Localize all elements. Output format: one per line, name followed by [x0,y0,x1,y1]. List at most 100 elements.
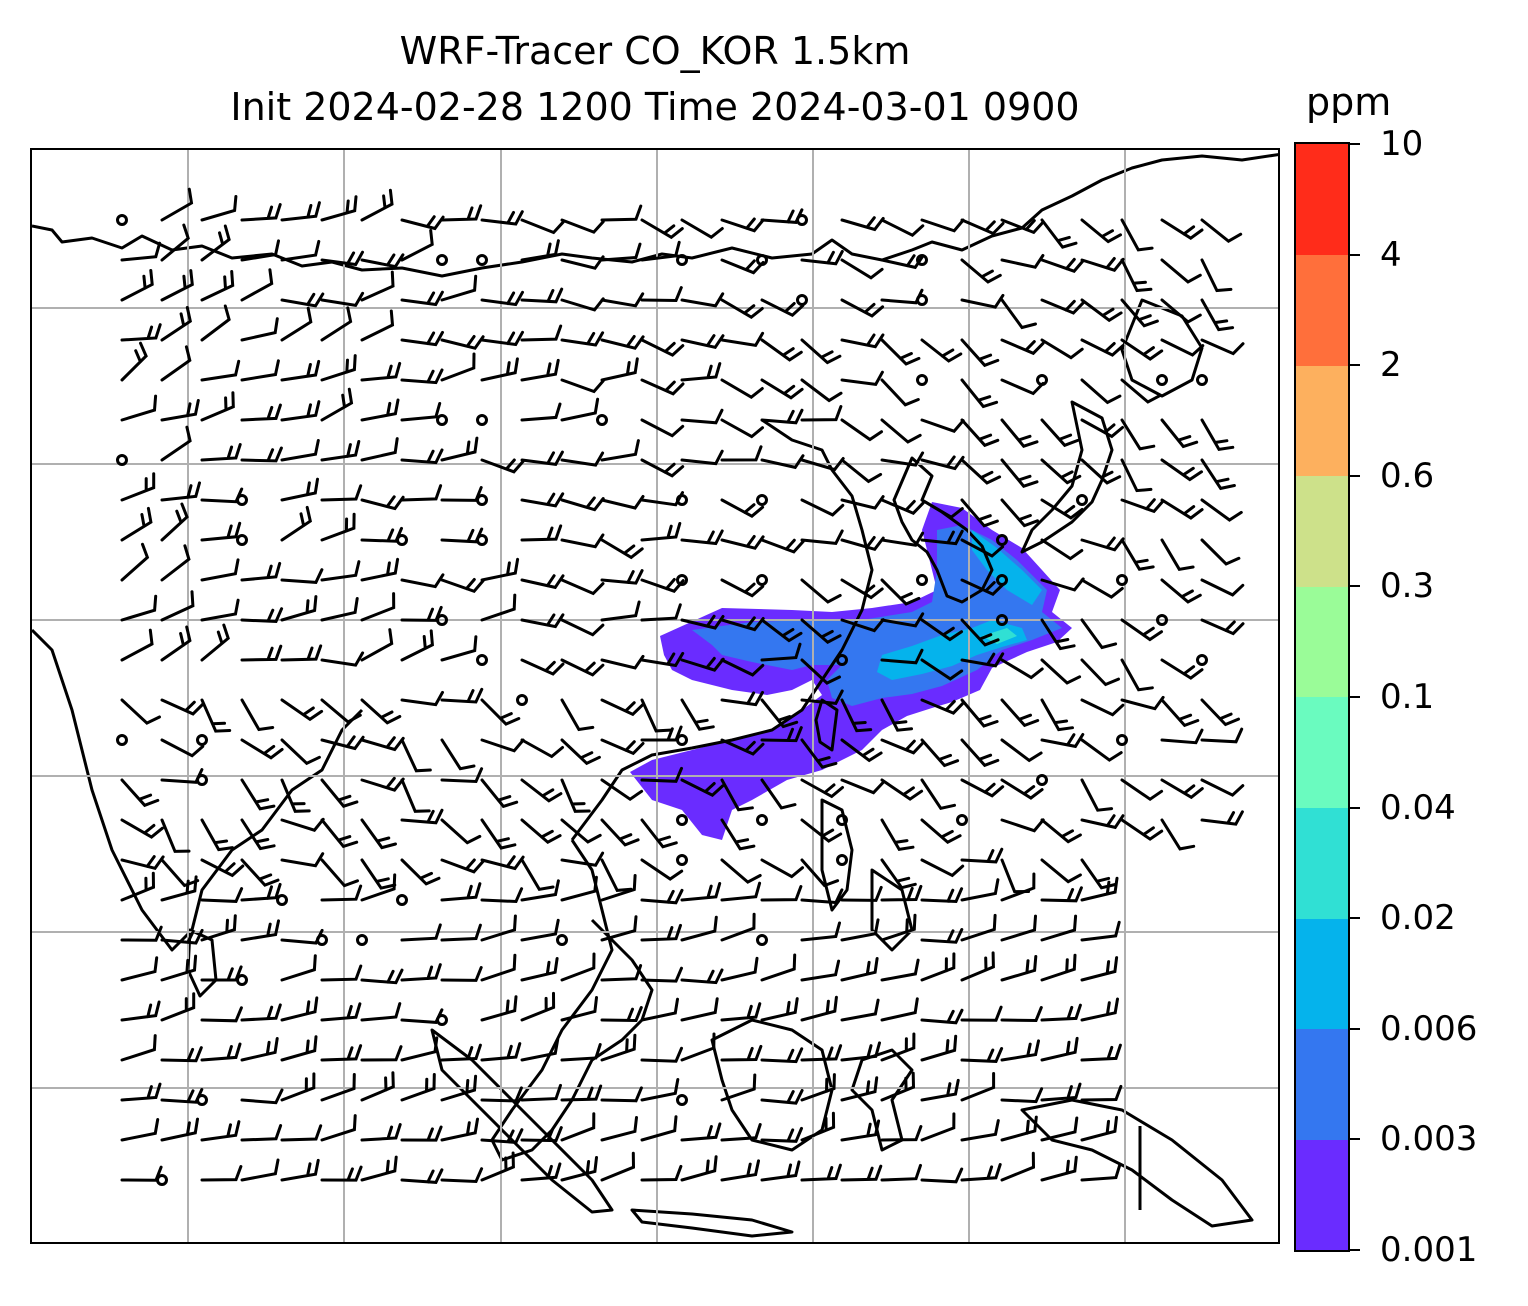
wind-barb [400,778,431,813]
calm-wind-marker [236,494,248,506]
wind-barb [600,335,645,350]
wind-barb [560,996,598,1022]
wind-barb [640,923,682,942]
wind-barb [960,1072,996,1102]
colorbar-segment [1296,807,1348,919]
wind-barb [1200,258,1233,293]
colorbar-label: 4 [1380,234,1402,275]
wind-barb [920,1112,956,1142]
wind-barb [680,408,724,425]
calm-wind-marker [676,574,688,586]
wind-barb [1000,498,1039,528]
calm-wind-marker [116,734,128,746]
wind-barb [680,334,725,349]
colorbar-segment [1296,1028,1348,1140]
wind-barb [400,808,444,825]
wind-barb [120,1165,163,1182]
wind-barb [680,656,725,672]
wind-barb [680,529,724,546]
wind-barb [1200,418,1235,452]
wind-barb [960,578,1005,596]
wind-barb [560,1156,598,1182]
wind-barb [240,268,274,302]
wind-barb [680,362,722,382]
wind-barb [320,1073,356,1102]
wind-barb [480,887,524,904]
wind-barb [560,578,605,596]
wind-barb [880,648,924,665]
wind-barb [320,1165,363,1182]
wind-barb [600,818,640,847]
wind-barb [1080,618,1118,650]
wind-barb [1200,698,1240,727]
wind-barb [880,958,920,982]
wind-barb [240,403,282,422]
wind-barb [640,858,684,881]
wind-barb [160,1046,203,1063]
wind-barb [1000,378,1045,396]
map-canvas [32,150,1278,1242]
wind-barb [1040,886,1083,903]
wind-barb [680,614,725,630]
wind-barb [760,538,805,554]
colorbar-tick [1350,474,1360,477]
calm-wind-marker [796,214,808,226]
wind-barb [320,818,359,849]
wind-barb [920,658,964,681]
wind-barb [920,1167,964,1184]
calm-wind-marker [916,374,928,386]
wind-barb [120,594,158,622]
wind-barb [560,818,602,844]
wind-barb [1000,955,1038,982]
wind-barb [1160,728,1204,745]
colorbar-segment [1296,144,1348,255]
wind-barb [760,298,805,318]
india-west-coast [32,628,364,952]
wind-barb [720,956,759,982]
wind-barb [960,458,1002,485]
wind-barb [880,254,925,270]
wind-barb [800,338,842,365]
wind-barb [400,448,444,465]
wind-barb [920,887,964,904]
wind-barb [1080,1043,1122,1062]
wind-barb [200,487,244,504]
wind-barb [1080,298,1123,323]
wind-barb [200,443,242,462]
wind-barb [1000,858,1031,894]
wind-barb [400,1073,436,1102]
wind-barb [800,529,844,545]
wind-barb [760,378,804,400]
calm-wind-marker [596,414,608,426]
plume-band-0.02 [982,628,1017,644]
wind-barb [1120,618,1163,642]
wind-barb [560,1043,602,1062]
wind-barb [800,818,843,843]
wind-barb [960,652,1005,668]
wind-barb [280,359,321,382]
wind-barb [760,408,804,425]
wind-barb [880,531,925,547]
wind-barb [600,915,638,942]
map-title: WRF-Tracer CO_KOR 1.5km [399,29,911,73]
wind-barb [280,644,323,662]
wind-barb [1040,1082,1082,1102]
wind-barb [520,1162,562,1182]
wind-barb [960,847,1004,864]
wind-barb [240,818,276,851]
wind-barb [840,495,885,510]
wind-barb [480,855,525,871]
wind-barb [160,1117,199,1142]
wind-barb [1080,338,1125,357]
wind-barb [720,445,763,462]
wind-barb [600,495,645,510]
wind-barb [760,338,803,362]
wind-barb [520,358,560,382]
wind-barb [320,778,359,808]
calm-wind-marker [116,214,128,226]
wind-barb [640,1046,683,1063]
wind-barb [680,1155,718,1182]
wind-barb [440,818,482,845]
wind-barb [560,255,605,270]
wind-barb [720,578,765,598]
